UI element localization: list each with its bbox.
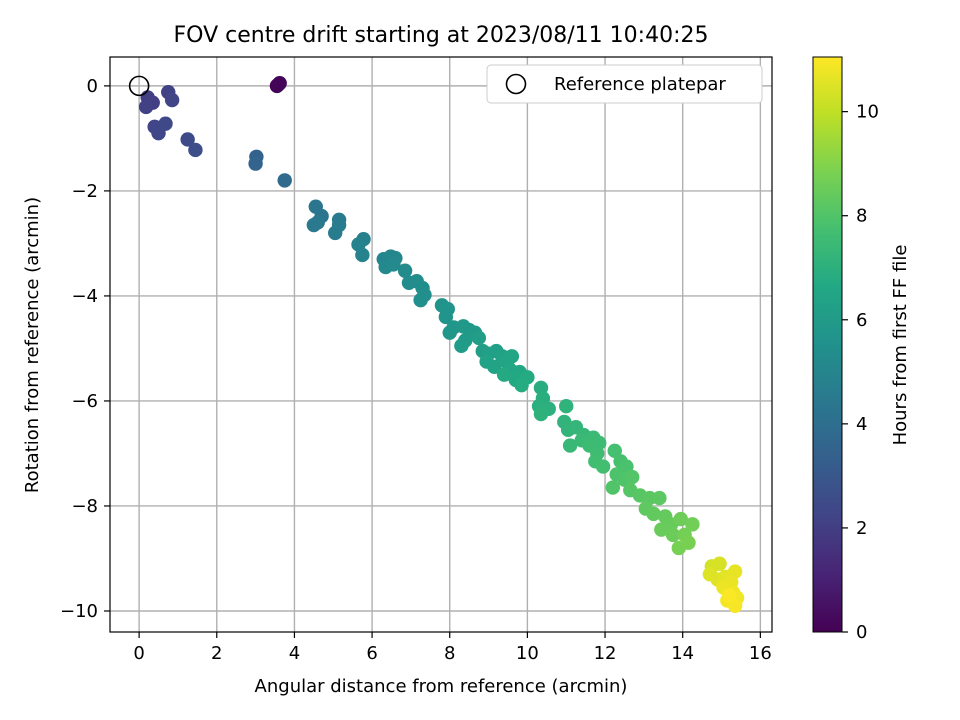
colorbar-gradient <box>812 56 843 633</box>
data-point <box>496 367 512 382</box>
data-point <box>180 132 195 147</box>
chart-title: FOV centre drift starting at 2023/08/11 … <box>174 23 709 48</box>
colorbar-tick-label: 4 <box>856 414 867 435</box>
x-tick-label: 16 <box>749 643 772 664</box>
data-point <box>327 225 343 241</box>
data-point <box>559 399 574 414</box>
data-point <box>306 217 322 233</box>
colorbar-tick-label: 2 <box>856 518 867 539</box>
x-tick-label: 12 <box>594 643 617 664</box>
data-point <box>652 490 667 506</box>
data-point <box>654 522 669 537</box>
y-tick-label: −2 <box>71 181 98 202</box>
x-axis-label: Angular distance from reference (arcmin) <box>255 676 628 697</box>
data-point <box>665 527 681 543</box>
x-axis-ticks: 0 2 4 6 8 10 12 14 16 <box>133 632 772 664</box>
data-point <box>164 92 180 108</box>
y-tick-label: −6 <box>71 391 98 412</box>
x-tick-label: 14 <box>671 643 694 664</box>
data-point <box>438 309 454 325</box>
colorbar: 0 2 4 6 8 10 Hours from first FF file <box>812 56 911 643</box>
x-tick-label: 2 <box>211 643 222 664</box>
data-point <box>413 292 428 308</box>
data-point <box>727 598 743 613</box>
data-point <box>504 349 520 364</box>
y-tick-label: 0 <box>87 76 98 97</box>
x-tick-label: 10 <box>516 643 539 664</box>
data-point <box>188 142 203 158</box>
data-point <box>646 506 661 522</box>
data-point <box>533 406 549 422</box>
data-point <box>248 156 263 171</box>
data-point <box>722 588 737 603</box>
reference-marker-group <box>128 75 150 97</box>
colorbar-label: Hours from first FF file <box>890 245 911 446</box>
colorbar-tick-label: 6 <box>856 310 867 331</box>
data-point <box>625 469 640 485</box>
x-tick-label: 8 <box>444 643 455 664</box>
colorbar-tick-label: 10 <box>856 102 879 123</box>
legend-box <box>486 64 763 104</box>
data-point <box>605 480 621 495</box>
plot-frame <box>109 56 773 633</box>
data-point <box>386 257 401 272</box>
data-point <box>471 330 487 346</box>
data-point <box>562 438 578 453</box>
data-point <box>355 247 370 263</box>
data-point <box>514 377 529 393</box>
colorbar-ticks: 0 2 4 6 8 10 <box>842 102 879 643</box>
y-tick-label: −10 <box>60 601 98 622</box>
data-point <box>685 517 700 532</box>
data-point <box>619 459 634 474</box>
x-tick-label: 4 <box>289 643 300 664</box>
x-tick-label: 0 <box>133 643 144 664</box>
legend: Reference platepar <box>486 64 763 104</box>
colorbar-tick-label: 0 <box>856 622 867 643</box>
colorbar-tick-label: 8 <box>856 206 867 227</box>
data-point <box>442 325 457 340</box>
data-point <box>607 443 622 459</box>
data-point <box>158 116 173 131</box>
data-point <box>487 359 502 375</box>
y-tick-label: −4 <box>71 286 98 307</box>
y-axis-ticks: 0 −2 −4 −6 −8 −10 <box>60 76 110 622</box>
y-tick-label: −8 <box>71 496 98 517</box>
data-point <box>673 511 688 527</box>
grid <box>110 57 772 632</box>
data-point <box>595 459 611 474</box>
legend-marker <box>505 73 527 95</box>
data-point <box>454 338 469 354</box>
x-tick-label: 6 <box>366 643 377 664</box>
data-point <box>397 263 413 278</box>
data-point <box>681 535 696 550</box>
data-point <box>712 556 727 571</box>
reference-marker <box>128 75 150 97</box>
legend-label: Reference platepar <box>554 74 726 95</box>
data-point <box>138 99 154 115</box>
data-point <box>270 77 286 93</box>
data-point <box>277 173 292 188</box>
data-points <box>138 76 745 613</box>
y-axis-label: Rotation from reference (arcmin) <box>22 197 43 493</box>
